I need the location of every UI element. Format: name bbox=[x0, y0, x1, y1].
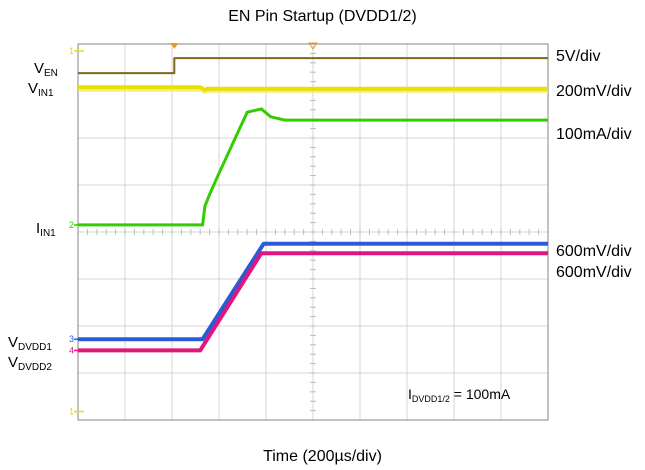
marker-ch4: 4 bbox=[69, 345, 74, 355]
trace-vin1-band bbox=[78, 89, 548, 95]
grid bbox=[77, 42, 549, 421]
label-vdvdd1: VDVDD1 bbox=[8, 334, 52, 353]
x-axis-label: Time (200µs/div) bbox=[263, 448, 382, 465]
scale-vin1: 200mV/div bbox=[556, 83, 632, 100]
chart-title: EN Pin Startup (DVDD1/2) bbox=[228, 8, 417, 25]
trace-iin1 bbox=[78, 107, 548, 227]
center-marker bbox=[308, 42, 318, 50]
scale-iin1: 100mA/div bbox=[556, 126, 632, 143]
scale-ven: 5V/div bbox=[556, 48, 601, 65]
plot-frame bbox=[77, 43, 549, 421]
marker-ch1-top: 1 bbox=[69, 46, 74, 56]
scale-vdvdd1: 600mV/div bbox=[556, 243, 632, 260]
label-vdvdd2: VDVDD2 bbox=[8, 354, 52, 373]
trace-ven bbox=[78, 57, 548, 75]
marker-ch2: 2 bbox=[69, 220, 74, 230]
scale-vdvdd2: 600mV/div bbox=[556, 264, 632, 281]
label-vin1: VIN1 bbox=[28, 80, 54, 99]
load-current-annotation: IDVDD1/2 = 100mA bbox=[408, 386, 511, 404]
label-ven: VEN bbox=[34, 60, 58, 79]
traces bbox=[78, 57, 548, 353]
trigger-marker bbox=[170, 43, 179, 49]
label-iin1: IIN1 bbox=[36, 220, 56, 239]
trace-vdvdd2 bbox=[78, 251, 548, 353]
marker-ch1: 1 bbox=[69, 407, 74, 417]
marker-ch3: 3 bbox=[69, 334, 74, 344]
trace-vdvdd1 bbox=[78, 241, 548, 342]
trace-vin1 bbox=[78, 85, 548, 93]
channel-markers: 2 34 1 1 bbox=[69, 46, 84, 417]
